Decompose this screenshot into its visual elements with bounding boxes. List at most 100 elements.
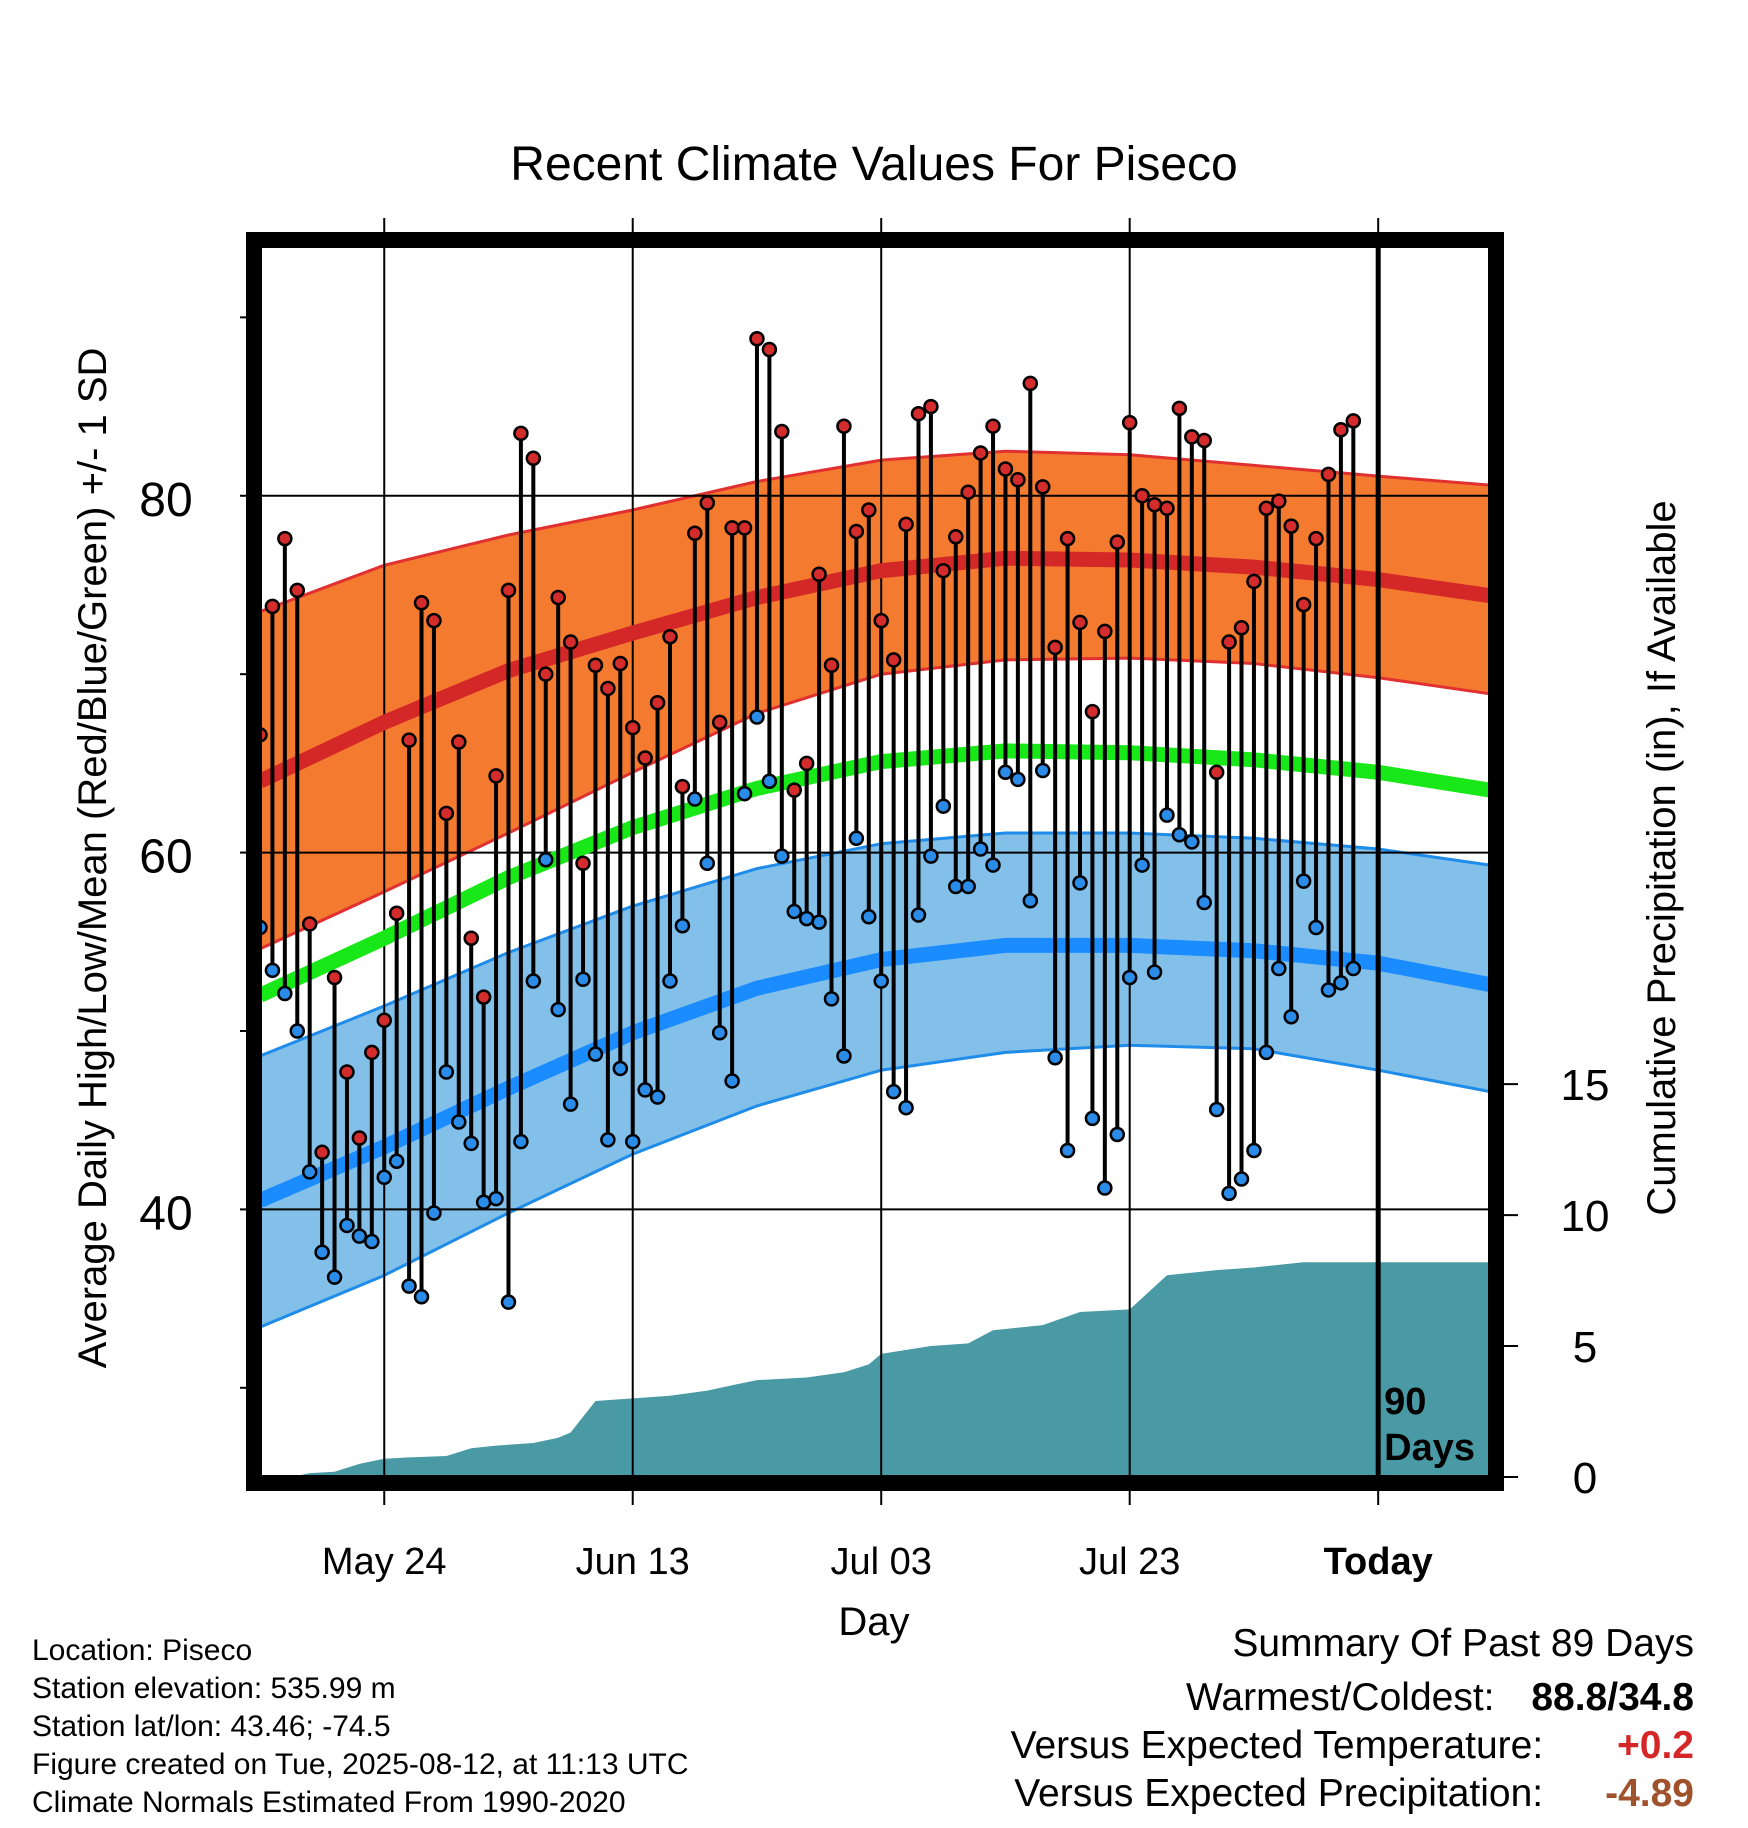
today-days-label: Days — [1384, 1427, 1475, 1469]
daily-low-point-43 — [786, 903, 802, 920]
daily-high-point-5 — [314, 1144, 330, 1161]
daily-low-point-70 — [1121, 969, 1138, 986]
daily-low-point-36 — [699, 855, 716, 872]
daily-high-point-78 — [1221, 634, 1237, 650]
daily-high-point-62 — [1022, 375, 1039, 392]
daily-high-point-18 — [475, 989, 492, 1005]
info-latlon: Station lat/lon: 43.46; -74.5 — [32, 1710, 391, 1743]
daily-high-point-88 — [1345, 413, 1362, 429]
info-normals: Climate Normals Estimated From 1990-2020 — [32, 1786, 626, 1819]
daily-high-point-32 — [649, 694, 666, 711]
daily-low-point-63 — [1034, 762, 1051, 779]
y-tick-label-40: 40 — [139, 1187, 192, 1240]
daily-low-point-57 — [960, 878, 976, 895]
daily-high-point-15 — [438, 805, 455, 822]
daily-low-point-84 — [1295, 873, 1312, 889]
daily-low-point-33 — [662, 973, 678, 989]
daily-low-point-15 — [438, 1064, 455, 1080]
chart-title: Recent Climate Values For Piseco — [510, 138, 1237, 191]
daily-low-point-55 — [935, 798, 952, 814]
daily-low-point-20 — [500, 1294, 517, 1310]
station-info: Location: Piseco Station elevation: 535.… — [32, 1632, 689, 1822]
daily-high-point-24 — [550, 589, 566, 606]
daily-high-point-81 — [1258, 500, 1275, 517]
daily-low-point-87 — [1333, 975, 1349, 991]
daily-high-point-22 — [525, 450, 542, 467]
y-tick-label-80: 80 — [139, 474, 192, 527]
daily-low-point-77 — [1208, 1101, 1225, 1118]
daily-high-point-42 — [774, 423, 790, 440]
daily-low-point-73 — [1159, 807, 1175, 823]
daily-low-point-74 — [1171, 826, 1188, 843]
daily-low-point-39 — [736, 785, 753, 802]
daily-low-point-18 — [475, 1194, 492, 1211]
right-tick-label-0: 0 — [1573, 1454, 1597, 1503]
daily-low-point-42 — [774, 848, 790, 864]
daily-high-point-53 — [910, 405, 927, 422]
daily-high-point-59 — [985, 418, 1001, 434]
daily-high-point-64 — [1047, 639, 1063, 656]
daily-low-point-47 — [836, 1048, 852, 1064]
daily-low-point-50 — [873, 973, 889, 989]
daily-low-point-9 — [364, 1233, 380, 1250]
daily-low-point-5 — [314, 1244, 330, 1260]
daily-high-point-74 — [1171, 400, 1188, 417]
daily-high-point-79 — [1233, 620, 1250, 636]
info-elevation: Station elevation: 535.99 m — [32, 1672, 396, 1705]
daily-low-point-27 — [587, 1046, 604, 1062]
daily-low-point-75 — [1184, 834, 1200, 850]
daily-low-point-72 — [1146, 964, 1163, 980]
daily-high-point-23 — [538, 666, 554, 682]
daily-high-point-31 — [637, 750, 653, 766]
y-tick-label-60: 60 — [139, 831, 192, 884]
normal-high-line — [256, 550, 1492, 788]
daily-low-point-13 — [413, 1289, 430, 1305]
daily-low-point-22 — [525, 973, 542, 989]
daily-low-point-69 — [1109, 1126, 1126, 1143]
x-tick-label-4: Today — [1324, 1541, 1433, 1583]
daily-low-point-38 — [724, 1073, 740, 1089]
daily-high-point-3 — [289, 582, 306, 599]
daily-low-point-85 — [1308, 919, 1324, 936]
daily-low-point-65 — [1059, 1142, 1076, 1159]
daily-low-point-26 — [575, 971, 591, 987]
daily-low-point-54 — [923, 848, 939, 864]
daily-low-point-53 — [910, 907, 927, 923]
daily-high-point-70 — [1121, 414, 1138, 431]
daily-high-point-21 — [513, 425, 529, 442]
daily-low-point-6 — [326, 1269, 343, 1285]
daily-high-point-26 — [575, 855, 591, 872]
daily-high-point-38 — [724, 520, 740, 536]
precip-area — [260, 1262, 1490, 1477]
low-sd-band — [260, 833, 1490, 1328]
daily-low-point-8 — [351, 1228, 368, 1244]
daily-high-point-14 — [426, 612, 442, 629]
warm-cold-value: 88.8/34.8 — [1531, 1676, 1694, 1719]
daily-low-point-45 — [811, 914, 827, 930]
x-tick-label-1: Jun 13 — [576, 1541, 690, 1583]
daily-low-point-19 — [488, 1190, 504, 1207]
daily-high-point-57 — [960, 484, 976, 500]
daily-low-point-32 — [649, 1089, 666, 1105]
daily-high-point-87 — [1333, 422, 1349, 438]
daily-low-point-61 — [1010, 771, 1026, 788]
daily-high-point-85 — [1308, 530, 1324, 547]
daily-high-point-65 — [1059, 530, 1076, 547]
daily-high-point-41 — [761, 341, 778, 358]
daily-high-point-34 — [674, 778, 691, 795]
daily-low-point-37 — [711, 1025, 728, 1041]
daily-low-point-86 — [1320, 982, 1337, 998]
daily-high-point-80 — [1246, 573, 1262, 590]
daily-high-point-61 — [1010, 471, 1026, 488]
daily-low-point-52 — [898, 1099, 914, 1116]
daily-high-point-83 — [1283, 518, 1299, 534]
daily-high-point-60 — [997, 461, 1014, 477]
daily-low-point-66 — [1072, 875, 1088, 891]
daily-low-point-30 — [624, 1133, 641, 1150]
daily-high-point-10 — [376, 1012, 392, 1029]
daily-high-point-6 — [326, 969, 343, 986]
daily-low-point-28 — [600, 1132, 616, 1148]
daily-low-point-81 — [1258, 1044, 1275, 1061]
